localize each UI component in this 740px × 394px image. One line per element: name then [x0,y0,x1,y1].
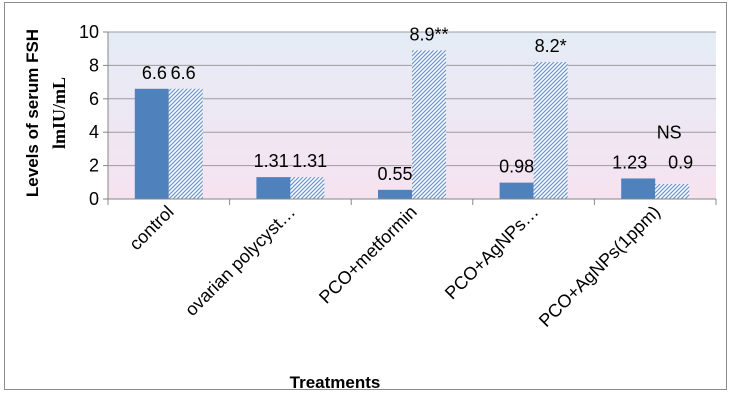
y-tick-label: 6 [89,89,99,109]
bar-series1-3 [499,182,534,199]
bar-series2-3 [533,62,568,200]
x-category-label: control [125,202,177,254]
bar-series1-2 [378,189,412,199]
axes [103,31,717,205]
x-category-label: PCO+AgNPs… [441,202,543,304]
data-labels: 6.6 6.6 1.31 1.31 0.55 8.9** 0.98 8.2* 1.23 0.9 [142,24,693,183]
data-label-series2: 8.2* [535,36,567,56]
y-axis-title: Levels of serum FSH [23,29,42,197]
bar-series2-1 [290,177,325,199]
data-label-series1: 0.55 [377,164,412,184]
data-label-series2: 1.31 [292,151,327,171]
y-tick-label: 2 [89,156,99,176]
bar-series1-4 [621,178,656,199]
x-category-label: PCO+metformin [315,202,421,308]
x-category-label: ovarian polycyst… [181,202,299,320]
bar-series2-0 [168,88,203,199]
y-tick-label: 4 [89,122,99,142]
data-label-series1: 1.23 [612,152,647,172]
x-axis-title: Treatments [290,373,381,392]
data-label-series1: 0.98 [499,157,534,177]
annotation-label: NS [657,122,682,142]
bar-series1-0 [134,88,169,199]
bars [134,50,690,200]
bar-series2-2 [412,50,446,200]
x-category-labels: control ovarian polycyst… PCO+metformin PCO… [125,202,664,331]
data-label-series2: 0.9 [668,152,693,172]
bar-series2-4 [655,183,690,199]
data-label-series2: 8.9** [409,24,448,44]
y-tick-label: 0 [89,189,99,209]
y-tick-label: 8 [89,55,99,75]
bar-series1-1 [256,177,291,199]
y-tick-label: 10 [79,22,99,42]
y-tick-labels: 0 2 4 6 8 10 [79,22,99,209]
data-label-series2: 6.6 [171,63,196,83]
x-category-label: PCO+AgNPs(1ppm) [535,202,664,331]
data-label-series1: 1.31 [254,151,289,171]
data-label-series1: 6.6 [142,63,167,83]
y-axis-unit: lmIU/mL [49,77,69,149]
annotations: NS [657,122,682,142]
